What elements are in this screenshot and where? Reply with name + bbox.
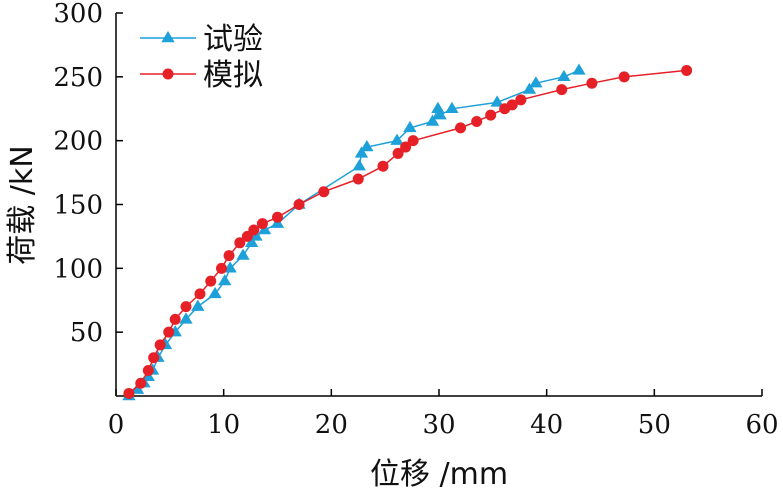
data-point (425, 114, 440, 126)
data-point (352, 173, 364, 185)
data-point (236, 248, 250, 260)
data-point (392, 147, 404, 159)
legend-label: 模拟 (203, 58, 263, 93)
x-tick-label: 0 (108, 410, 125, 440)
x-tick-label: 20 (315, 410, 348, 440)
series-2 (123, 64, 693, 399)
series-line (128, 69, 580, 397)
data-point (123, 387, 135, 399)
y-tick-label: 250 (53, 63, 103, 93)
x-tick-label: 10 (207, 410, 240, 440)
data-point (234, 237, 246, 249)
series-line (128, 69, 687, 394)
data-point (272, 211, 283, 223)
legend-marker (161, 31, 175, 43)
data-point (471, 116, 483, 128)
data-point (179, 312, 193, 324)
x-tick-label: 50 (638, 410, 671, 440)
data-point (245, 235, 259, 247)
data-point (163, 326, 175, 338)
axes: 0 10 20 30 40 50 60 50 100 150 200 250 300 (53, 0, 778, 440)
data-point (154, 339, 166, 351)
data-point (400, 141, 412, 153)
legend-item: 模拟 (140, 58, 263, 93)
data-point (572, 63, 586, 75)
data-point (256, 218, 268, 230)
y-tick-label: 100 (53, 254, 103, 284)
data-point (354, 146, 369, 158)
data-point (681, 64, 693, 76)
series-1 (122, 63, 586, 401)
data-point (433, 108, 447, 120)
legend-item: 试验 (140, 22, 263, 57)
data-point (455, 122, 467, 134)
data-point (445, 101, 459, 113)
data-point (377, 160, 389, 172)
y-axis-title: 荷载 /kN (5, 145, 40, 264)
data-point (529, 76, 543, 88)
x-tick-label: 40 (530, 410, 563, 440)
data-point (191, 299, 205, 311)
data-point (169, 313, 181, 325)
y-tick-label: 50 (70, 318, 103, 348)
data-point (431, 101, 445, 113)
x-tick-label: 60 (745, 410, 778, 440)
data-point (485, 109, 497, 121)
data-point (216, 262, 228, 274)
data-point (352, 159, 366, 171)
data-point (194, 288, 206, 300)
data-point (586, 77, 598, 89)
data-point (148, 352, 160, 364)
data-point (135, 377, 147, 389)
data-point (218, 274, 232, 286)
y-tick-label: 150 (53, 191, 103, 221)
data-point (557, 69, 571, 82)
data-point (180, 301, 192, 313)
data-point (248, 224, 260, 236)
data-point (390, 133, 404, 145)
x-tick-label: 30 (422, 410, 455, 440)
data-point (618, 71, 630, 83)
data-point (515, 94, 527, 106)
data-point (556, 84, 568, 96)
data-point (318, 186, 330, 198)
data-point (522, 82, 537, 94)
data-point (142, 364, 154, 376)
data-point (130, 382, 145, 394)
legend-label: 试验 (203, 22, 263, 57)
data-point (506, 99, 518, 111)
y-tick-label: 300 (53, 0, 103, 29)
y-tick-label: 200 (53, 127, 103, 157)
data-point (205, 275, 217, 287)
data-point (490, 95, 504, 107)
data-point (403, 120, 417, 133)
data-point (360, 140, 374, 152)
data-point (293, 199, 305, 210)
data-point (407, 135, 419, 147)
data-point (223, 250, 235, 262)
x-axis-title: 位移 /mm (370, 457, 508, 492)
data-point (208, 286, 222, 299)
legend-marker (162, 68, 174, 80)
series-layer (122, 63, 693, 401)
